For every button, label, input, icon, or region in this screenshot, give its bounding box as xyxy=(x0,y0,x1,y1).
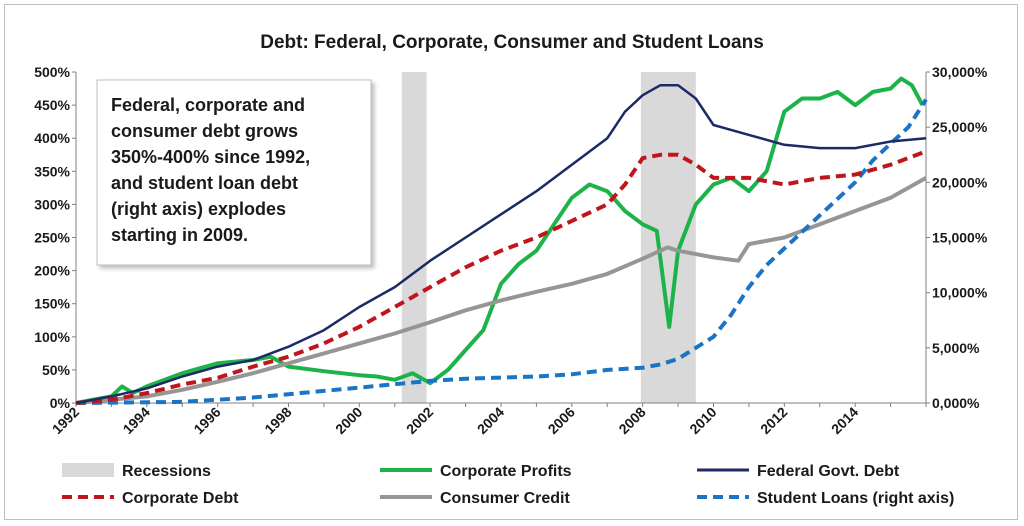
x-tick-label: 2014 xyxy=(828,404,861,437)
x-tick-label: 2006 xyxy=(545,404,578,437)
recession-band xyxy=(401,72,427,403)
y-left-tick-label: 100% xyxy=(34,329,70,345)
chart-title: Debt: Federal, Corporate, Consumer and S… xyxy=(260,32,764,53)
x-tick-label: 2000 xyxy=(332,404,365,437)
x-tick-label: 2008 xyxy=(615,404,648,437)
recession-bands xyxy=(401,72,696,403)
y-left-tick-label: 50% xyxy=(42,362,71,378)
legend-swatch-recessions xyxy=(62,463,114,477)
y-right-tick-label: 0,000% xyxy=(932,395,980,411)
legend-label-recessions: Recessions xyxy=(122,463,211,480)
legend-label-consumer-credit: Consumer Credit xyxy=(440,490,570,507)
y-right-tick-label: 30,000% xyxy=(932,64,988,80)
series-line-federal-govt-debt xyxy=(75,83,927,405)
annotation-line: Federal, corporate and xyxy=(111,95,305,115)
annotation-line: and student loan debt xyxy=(111,173,298,193)
series-line-consumer-credit xyxy=(75,176,927,405)
y-left-tick-label: 0% xyxy=(50,395,71,411)
y-right-tick-label: 15,000% xyxy=(932,230,988,246)
y-left-tick-label: 450% xyxy=(34,97,70,113)
y-left-tick-label: 200% xyxy=(34,263,70,279)
legend-label-federal-debt: Federal Govt. Debt xyxy=(757,463,900,480)
x-tick-label: 1998 xyxy=(261,404,294,437)
y-right-tick-label: 25,000% xyxy=(932,119,988,135)
y-right-tick-label: 10,000% xyxy=(932,285,988,301)
y-left-tick-label: 500% xyxy=(34,64,70,80)
y-left-tick-label: 400% xyxy=(34,130,70,146)
annotation-box: Federal, corporate and consumer debt gro… xyxy=(96,79,372,266)
legend-label-corporate-profits: Corporate Profits xyxy=(440,463,572,480)
legend-label-corporate-debt: Corporate Debt xyxy=(122,490,239,507)
recession-band xyxy=(640,72,696,403)
x-tick-label: 2004 xyxy=(474,404,507,437)
y-left-tick-label: 350% xyxy=(34,163,70,179)
y-left-tick-label: 250% xyxy=(34,230,70,246)
x-tick-label: 2010 xyxy=(686,404,719,437)
series-lines xyxy=(75,76,928,405)
annotation-line: starting in 2009. xyxy=(111,225,248,245)
annotation-background xyxy=(96,79,372,266)
series-line-student-loans-right-axis xyxy=(75,98,928,405)
series-line-corporate-profits xyxy=(75,76,925,405)
annotation-line: (right axis) explodes xyxy=(111,199,286,219)
y-right-tick-label: 20,000% xyxy=(932,174,988,190)
x-tick-label: 1996 xyxy=(190,404,223,437)
y-left-tick-label: 150% xyxy=(34,296,70,312)
x-tick-label: 1994 xyxy=(120,404,153,437)
y-left-tick-label: 300% xyxy=(34,196,70,212)
x-tick-label: 2012 xyxy=(757,404,790,437)
y-right-tick-label: 5,000% xyxy=(932,340,980,356)
legend-label-student-loans: Student Loans (right axis) xyxy=(757,490,954,507)
x-tick-label: 2002 xyxy=(403,404,436,437)
annotation-line: 350%-400% since 1992, xyxy=(111,147,310,167)
series-line-corporate-debt xyxy=(75,149,927,405)
annotation-line: consumer debt grows xyxy=(111,121,298,141)
legend: Recessions Corporate Profits Federal Gov… xyxy=(62,463,954,507)
